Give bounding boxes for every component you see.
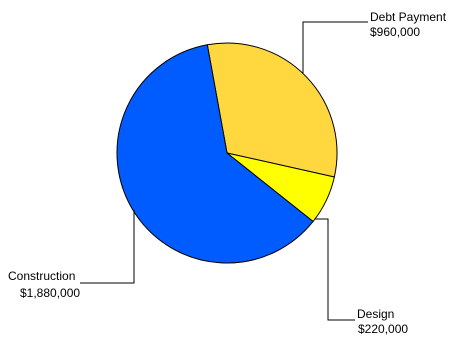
slice-debt-payment xyxy=(206,42,338,178)
label-construction-value: $1,880,000 xyxy=(20,286,80,300)
label-debt-payment-value: $960,000 xyxy=(370,25,420,39)
slice-construction xyxy=(116,44,314,264)
pie-slices xyxy=(116,42,338,264)
label-construction-name: Construction xyxy=(8,269,75,283)
leader-design xyxy=(315,218,355,321)
label-design-name: Design xyxy=(357,307,394,321)
label-debt-payment-name: Debt Payment xyxy=(370,10,447,24)
leader-construction xyxy=(80,210,135,284)
leader-lines xyxy=(80,21,368,321)
label-design-value: $220,000 xyxy=(358,322,408,336)
leader-debt-payment xyxy=(302,21,368,73)
